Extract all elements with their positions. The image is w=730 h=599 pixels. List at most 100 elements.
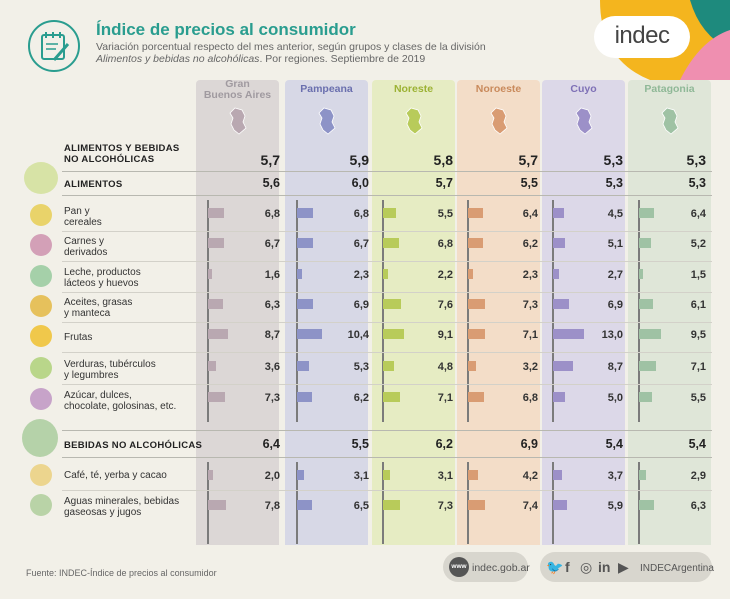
value-noroeste-6: 6,8 xyxy=(522,392,538,404)
alimentos-value-noreste: 5,7 xyxy=(435,176,453,190)
baseline-beb-noroeste xyxy=(467,462,469,544)
bebidas-row-label-1: Aguas minerales, bebidas gaseosas y jugos xyxy=(64,496,180,518)
value-gba-2: 1,6 xyxy=(264,269,280,281)
divider-alimentos xyxy=(62,195,712,196)
divider-row-2 xyxy=(62,292,712,293)
bev-bar-gba-1 xyxy=(208,500,227,510)
social-pill[interactable] xyxy=(540,552,712,582)
total-label: ALIMENTOS Y BEBIDAS NO ALCOHÓLICAS xyxy=(64,143,180,165)
baseline-beb-cuyo xyxy=(552,462,554,544)
indec-logo: indec xyxy=(614,22,670,49)
bar-gba-0 xyxy=(208,208,225,218)
social-handle[interactable]: INDECArgentina xyxy=(640,563,714,574)
region-map-noroeste xyxy=(488,106,510,136)
bev-value-patagonia-0: 2,9 xyxy=(690,470,706,482)
total-value-pampeana: 5,9 xyxy=(349,152,369,168)
value-cuyo-3: 6,9 xyxy=(607,299,623,311)
bar-noroeste-0 xyxy=(468,208,484,218)
value-noreste-0: 5,5 xyxy=(437,208,453,220)
bar-noroeste-1 xyxy=(468,238,483,248)
alimentos-value-gba: 5,6 xyxy=(262,176,280,190)
baseline-alim-gba xyxy=(207,200,209,422)
bebidas-value-gba: 6,4 xyxy=(262,437,280,451)
bebidas-value-pampeana: 5,5 xyxy=(351,437,369,451)
value-gba-6: 7,3 xyxy=(264,392,280,404)
alimentos-value-patagonia: 5,3 xyxy=(688,176,706,190)
value-gba-3: 6,3 xyxy=(264,299,280,311)
bev-bar-noroeste-0 xyxy=(468,470,478,480)
bebidas-value-cuyo: 5,4 xyxy=(605,437,623,451)
alimentos-row-label-1: Carnes y derivados xyxy=(64,236,108,258)
value-gba-0: 6,8 xyxy=(264,208,280,220)
page-subtitle-2: Alimentos y bebidas no alcohólicas. Por … xyxy=(96,53,426,65)
coffee-icon xyxy=(30,464,52,486)
bar-noreste-2 xyxy=(383,269,389,279)
page-title: Índice de precios al consumidor xyxy=(96,20,356,39)
banana-icon xyxy=(30,325,52,347)
bar-pampeana-4 xyxy=(297,329,322,339)
bev-bar-cuyo-0 xyxy=(553,470,562,480)
bev-bar-pampeana-1 xyxy=(297,500,313,510)
facebook-icon[interactable]: f xyxy=(565,559,570,575)
bar-pampeana-5 xyxy=(297,361,310,371)
bebidas-row-label-0: Café, té, yerba y cacao xyxy=(64,470,167,481)
total-value-patagonia: 5,3 xyxy=(686,152,706,168)
value-noroeste-3: 7,3 xyxy=(522,299,538,311)
bottles-icon xyxy=(22,419,58,457)
bar-noreste-0 xyxy=(383,208,396,218)
bar-patagonia-0 xyxy=(639,208,655,218)
bar-patagonia-4 xyxy=(639,329,662,339)
value-noreste-5: 4,8 xyxy=(437,361,453,373)
value-noroeste-2: 2,3 xyxy=(522,269,538,281)
bev-value-patagonia-1: 6,3 xyxy=(690,500,706,512)
total-value-noroeste: 5,7 xyxy=(518,152,538,168)
bebidas-value-noreste: 6,2 xyxy=(435,437,453,451)
value-noroeste-0: 6,4 xyxy=(522,208,538,220)
water-bottle-icon xyxy=(30,494,52,516)
value-noreste-6: 7,1 xyxy=(437,392,453,404)
value-pampeana-3: 6,9 xyxy=(353,299,369,311)
baseline-beb-noreste xyxy=(382,462,384,544)
bar-noreste-3 xyxy=(383,299,401,309)
bev-value-noroeste-0: 4,2 xyxy=(522,470,538,482)
value-cuyo-4: 13,0 xyxy=(601,329,623,341)
value-patagonia-1: 5,2 xyxy=(690,238,706,250)
baseline-alim-pampeana xyxy=(296,200,298,422)
region-header-cuyo: Cuyo xyxy=(570,83,597,95)
value-cuyo-2: 2,7 xyxy=(607,269,623,281)
bar-noroeste-4 xyxy=(468,329,485,339)
value-cuyo-5: 8,7 xyxy=(607,361,623,373)
bebidas-label: BEBIDAS NO ALCOHÓLICAS xyxy=(64,440,203,451)
bar-gba-2 xyxy=(208,269,212,279)
baseline-beb-gba xyxy=(207,462,209,544)
bebidas-value-patagonia: 5,4 xyxy=(688,437,706,451)
region-header-noroeste: Noroeste xyxy=(475,83,522,95)
region-header-pampeana: Pampeana xyxy=(300,83,353,95)
value-noroeste-5: 3,2 xyxy=(522,361,538,373)
bev-value-cuyo-1: 5,9 xyxy=(607,500,623,512)
vegetable-icon xyxy=(30,357,52,379)
bar-noreste-4 xyxy=(383,329,405,339)
bar-pampeana-3 xyxy=(297,299,314,309)
bev-value-pampeana-1: 6,5 xyxy=(353,500,369,512)
bev-bar-pampeana-0 xyxy=(297,470,305,480)
alimentos-row-label-3: Aceites, grasas y manteca xyxy=(64,297,133,319)
instagram-icon[interactable]: ◎ xyxy=(580,559,593,575)
bebidas-value-noroeste: 6,9 xyxy=(520,437,538,451)
bar-gba-6 xyxy=(208,392,226,402)
column-patagonia xyxy=(628,80,711,545)
bev-bar-patagonia-1 xyxy=(639,500,654,510)
divider-row-0 xyxy=(62,231,712,232)
website-link[interactable]: indec.gob.ar xyxy=(472,562,530,574)
linkedin-icon[interactable]: in xyxy=(598,559,611,575)
bev-bar-cuyo-1 xyxy=(553,500,567,510)
bev-bar-gba-0 xyxy=(208,470,213,480)
value-gba-5: 3,6 xyxy=(264,361,280,373)
youtube-icon[interactable]: ▶ xyxy=(618,559,629,575)
value-cuyo-0: 4,5 xyxy=(607,208,623,220)
baseline-beb-patagonia xyxy=(638,462,640,544)
bev-value-noreste-1: 7,3 xyxy=(437,500,453,512)
twitter-icon[interactable]: 🐦 xyxy=(546,559,564,575)
bar-patagonia-2 xyxy=(639,269,643,279)
value-noreste-1: 6,8 xyxy=(437,238,453,250)
